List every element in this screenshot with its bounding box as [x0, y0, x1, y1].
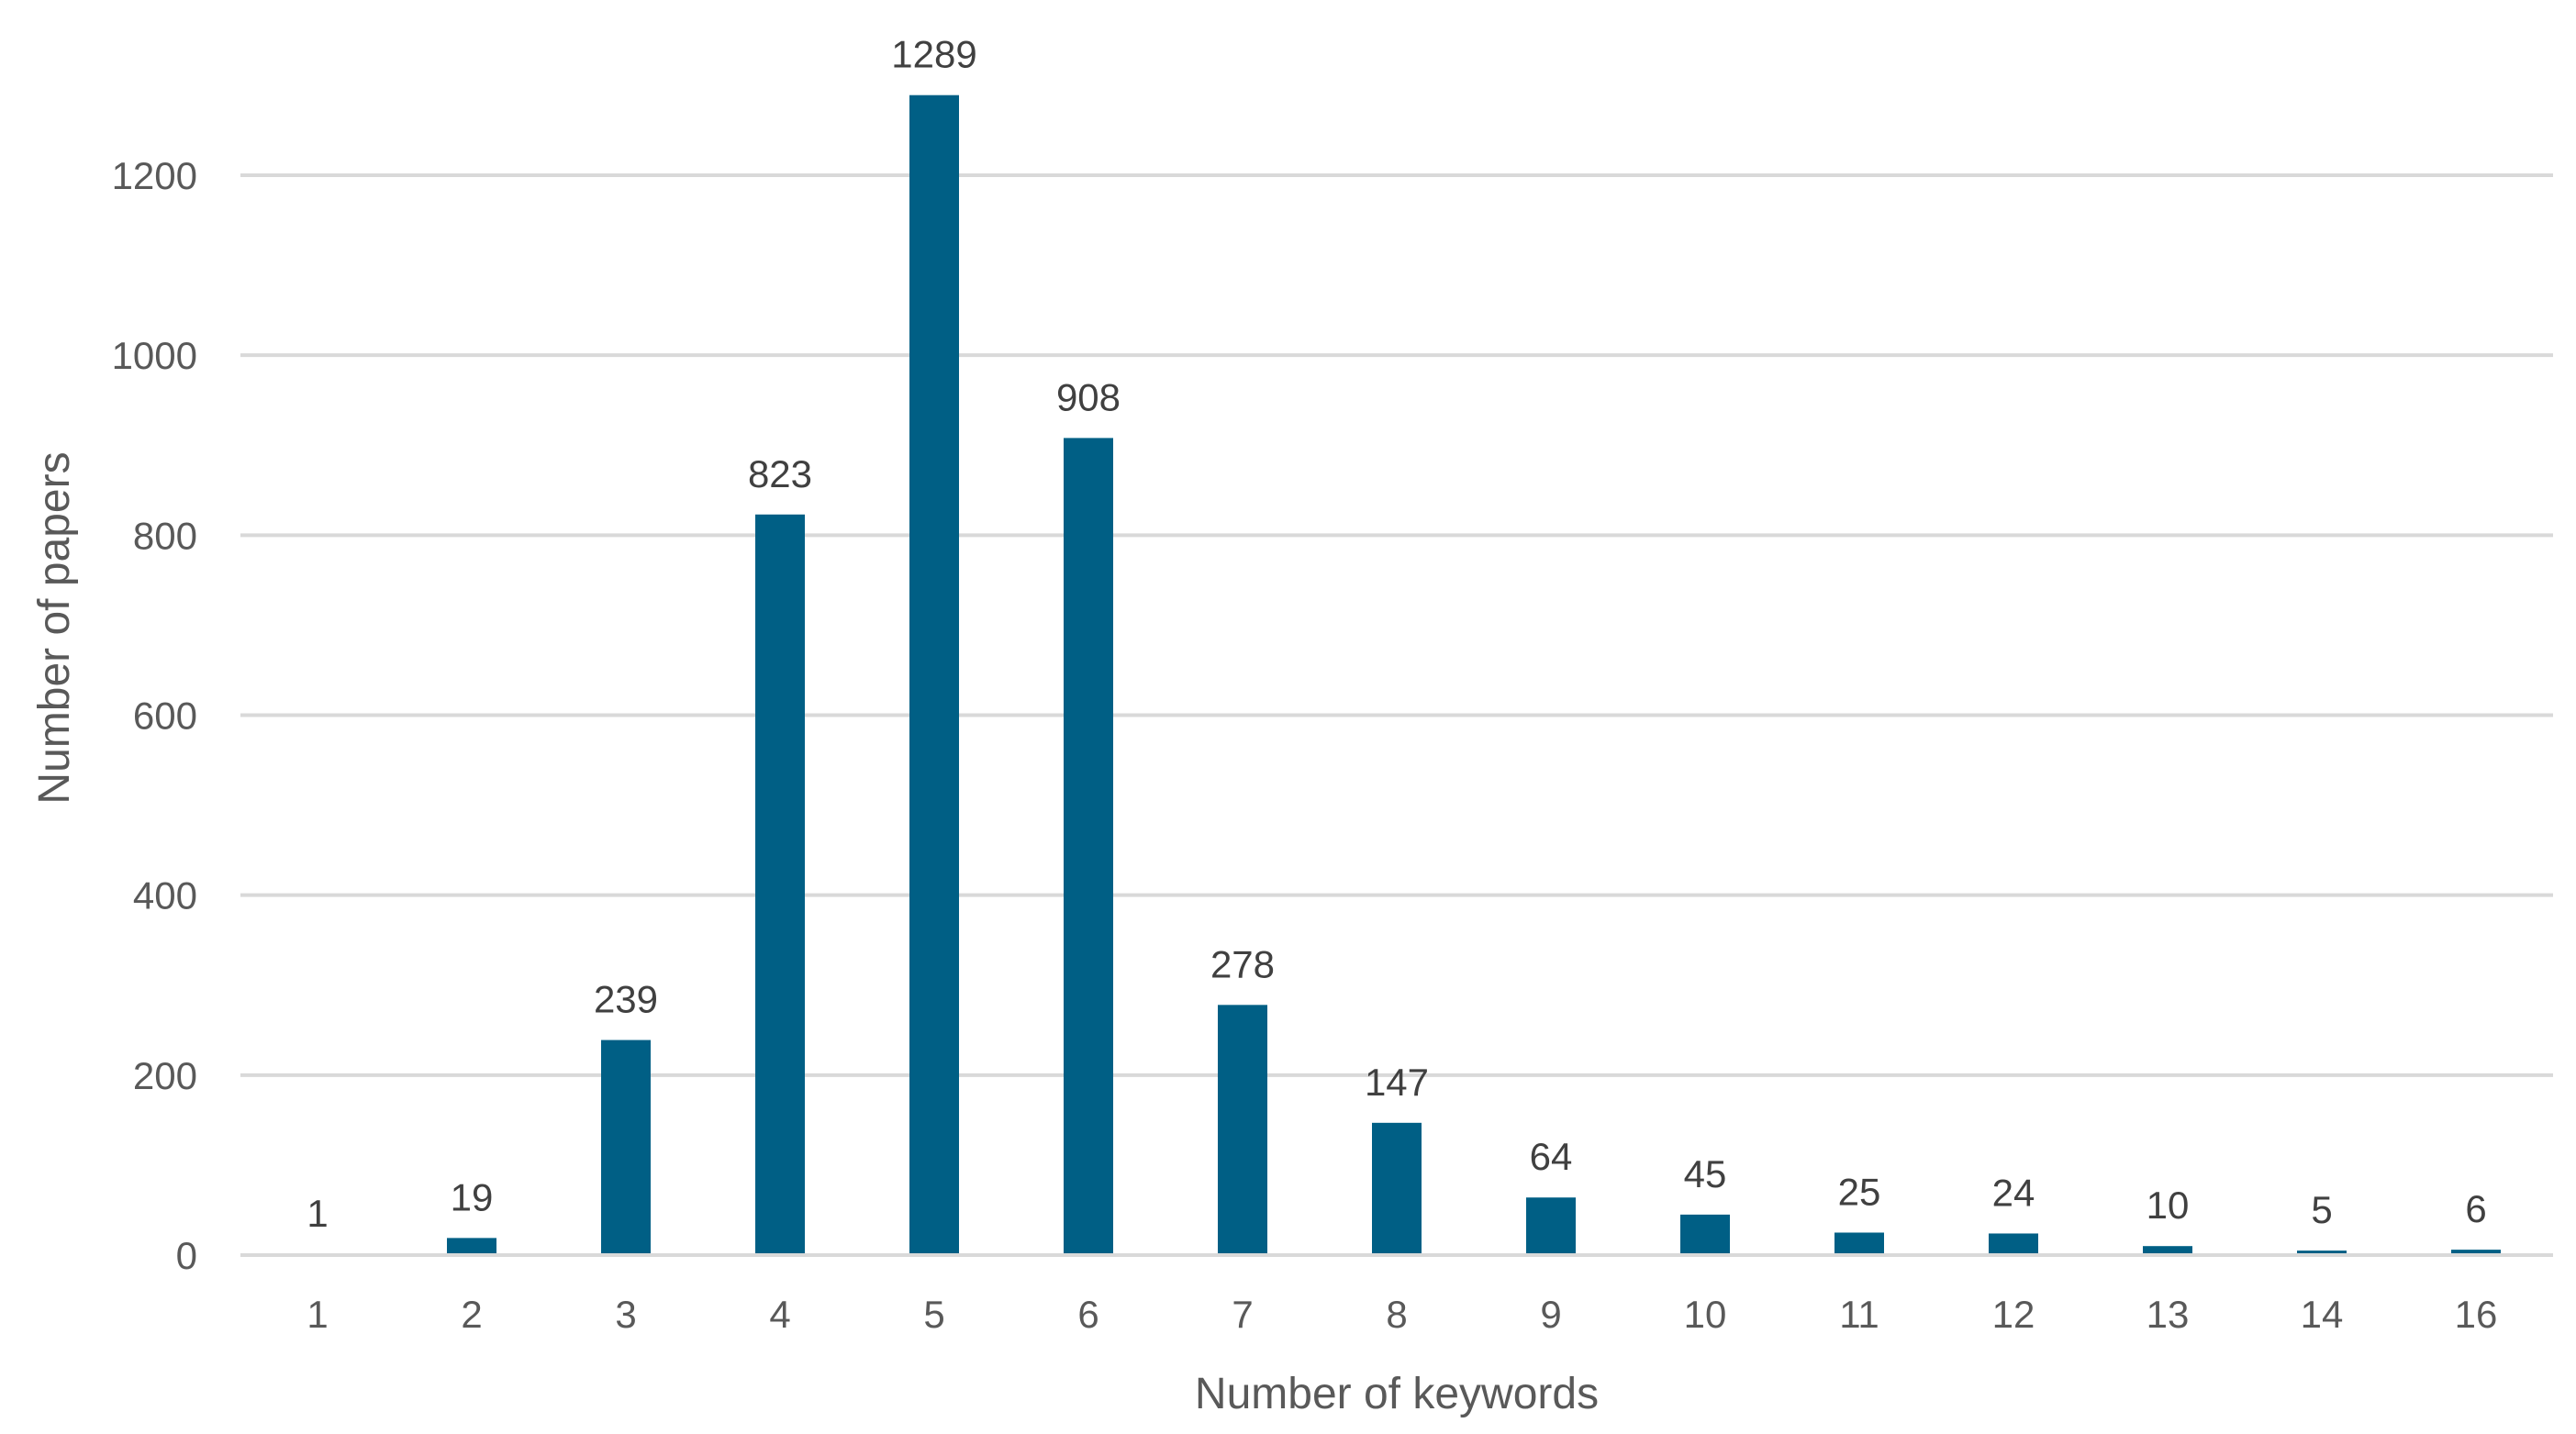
bar-12 — [1989, 1233, 2038, 1255]
bars — [293, 94, 2501, 1256]
bar-9 — [1526, 1197, 1576, 1255]
data-labels: 1 19 239 823 1289 908 278 147 64 45 25 24 10 5 6 — [307, 33, 2486, 1235]
y-tick-label: 400 — [133, 874, 197, 917]
data-label-13: 10 — [2147, 1184, 2190, 1227]
y-axis-ticks: 0 200 400 600 800 1000 1200 — [112, 154, 197, 1277]
x-tick-label-2: 2 — [461, 1293, 482, 1336]
bar-16 — [2451, 1250, 2501, 1255]
bar-11 — [1834, 1232, 1884, 1255]
x-tick-label-1: 1 — [307, 1293, 328, 1336]
data-label-16: 6 — [2465, 1187, 2486, 1230]
bar-2 — [447, 1238, 496, 1255]
y-axis-title: Number of papers — [30, 451, 79, 804]
x-tick-label-13: 13 — [2147, 1293, 2190, 1336]
x-tick-label-5: 5 — [923, 1293, 944, 1336]
x-tick-label-3: 3 — [615, 1293, 636, 1336]
x-tick-label-6: 6 — [1077, 1293, 1098, 1336]
y-tick-label: 200 — [133, 1054, 197, 1097]
x-tick-label-12: 12 — [1992, 1293, 2035, 1336]
data-label-1: 1 — [307, 1192, 328, 1235]
data-label-4: 823 — [748, 452, 812, 495]
x-tick-label-9: 9 — [1540, 1293, 1561, 1336]
y-tick-label: 1000 — [112, 334, 197, 377]
x-tick-label-7: 7 — [1232, 1293, 1253, 1336]
data-label-14: 5 — [2311, 1188, 2332, 1231]
bar-8 — [1372, 1122, 1422, 1255]
x-tick-label-11: 11 — [1839, 1293, 1879, 1336]
bar-6 — [1064, 438, 1113, 1255]
x-tick-label-16: 16 — [2455, 1293, 2498, 1336]
bar-13 — [2143, 1246, 2192, 1255]
bar-7 — [1218, 1005, 1267, 1255]
y-tick-label: 800 — [133, 514, 197, 557]
x-tick-label-14: 14 — [2301, 1293, 2344, 1336]
data-label-8: 147 — [1365, 1061, 1429, 1104]
x-axis-title: Number of keywords — [1195, 1370, 1599, 1418]
y-tick-label: 600 — [133, 695, 197, 738]
bar-10 — [1680, 1214, 1730, 1255]
bar-14 — [2297, 1251, 2347, 1255]
x-tick-label-4: 4 — [769, 1293, 790, 1336]
data-label-10: 45 — [1684, 1152, 1727, 1195]
x-axis-ticks: 1 2 3 4 5 6 7 8 9 10 11 12 13 14 16 — [307, 1293, 2497, 1336]
bar-3 — [601, 1039, 651, 1255]
bar-4 — [755, 514, 805, 1255]
x-tick-label-10: 10 — [1684, 1293, 1727, 1336]
x-tick-label-8: 8 — [1386, 1293, 1407, 1336]
gridlines — [240, 173, 2553, 1077]
data-label-11: 25 — [1838, 1170, 1881, 1213]
y-tick-label: 1200 — [112, 154, 197, 197]
data-label-2: 19 — [451, 1175, 494, 1218]
data-label-7: 278 — [1210, 942, 1275, 985]
data-label-6: 908 — [1056, 375, 1121, 418]
y-tick-label: 0 — [176, 1234, 197, 1277]
data-label-5: 1289 — [891, 33, 976, 76]
data-label-9: 64 — [1530, 1135, 1573, 1178]
data-label-3: 239 — [594, 978, 658, 1021]
bar-5 — [909, 94, 959, 1256]
data-label-12: 24 — [1992, 1171, 2035, 1214]
